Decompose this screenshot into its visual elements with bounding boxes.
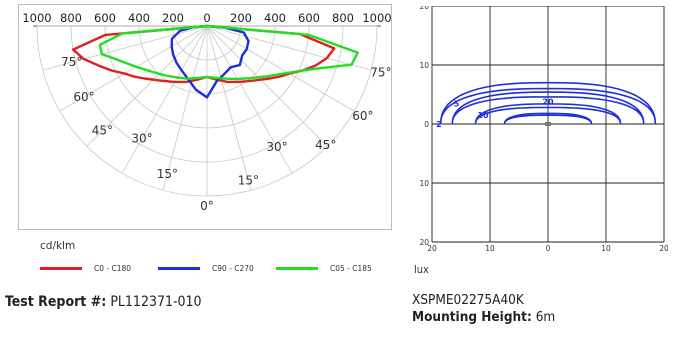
- isolux-level-label: 2: [436, 120, 442, 129]
- isolux-y-tick: 0: [424, 120, 429, 129]
- polar-grid: [33, 25, 381, 197]
- isolux-level-label: 5: [454, 99, 460, 108]
- legend-label: C05 - C185: [330, 264, 372, 273]
- legend-item-c90-c270: C90 - C270: [158, 264, 254, 273]
- product-code: XSPME02275A40K: [412, 292, 524, 308]
- test-report: Test Report #: PL112371-010: [5, 294, 202, 310]
- isolux-contour: [503, 112, 593, 125]
- polar-angle-label: 45°: [92, 124, 113, 138]
- legend-item-c05-c185: C05 - C185: [276, 264, 372, 273]
- polar-angle-label: 30°: [266, 140, 287, 154]
- polar-angle-label: 15°: [157, 167, 178, 181]
- mounting-height-value: 6m: [535, 309, 556, 325]
- polar-grid-spoke: [121, 25, 208, 174]
- polar-intensity-tick: 400: [128, 11, 150, 25]
- polar-intensity-tick: 800: [332, 11, 354, 25]
- isolux-contour: [439, 81, 657, 125]
- isolux-contours: [439, 81, 657, 126]
- isolux-y-tick: 20: [419, 6, 429, 11]
- isolux-level-label: 10: [477, 111, 489, 120]
- isolux-y-tick: 10: [419, 61, 429, 70]
- test-report-value: PL112371-010: [110, 294, 202, 310]
- polar-intensity-tick: 400: [264, 11, 286, 25]
- product-info: XSPME02275A40K Mounting Height: 6m: [412, 292, 555, 326]
- legend-label: C0 - C180: [94, 264, 132, 273]
- isolux-contour: [474, 103, 622, 125]
- isolux-x-tick: 10: [485, 244, 495, 253]
- polar-intensity-tick: 1000: [362, 11, 391, 25]
- polar-grid-spoke: [42, 25, 208, 71]
- isolux-x-tick: 20: [659, 244, 668, 253]
- polar-intensity-tick: 1000: [22, 11, 51, 25]
- polar-intensity-tick: 600: [298, 11, 320, 25]
- isolux-level-label: 20: [542, 98, 554, 107]
- polar-angle-label: 45°: [315, 138, 336, 152]
- polar-intensity-tick: 800: [60, 11, 82, 25]
- polar-intensity-tick: 200: [230, 11, 252, 25]
- polar-intensity-chart: 1000 800 600 400 200 0 200 400 600 800 1000 75° 60° 4…: [18, 4, 392, 230]
- polar-grid-spoke: [59, 25, 208, 112]
- legend-swatch-red: [40, 267, 82, 270]
- polar-intensity-tick: 200: [162, 11, 184, 25]
- polar-angle-label: 60°: [73, 90, 94, 104]
- polar-grid-spoke: [86, 25, 208, 147]
- polar-grid-spoke: [162, 25, 208, 191]
- polar-grid-spoke: [206, 25, 293, 174]
- isolux-unit-label: lux: [414, 263, 429, 276]
- polar-angle-label: 75°: [61, 55, 82, 69]
- polar-intensity-tick: 0: [203, 11, 210, 25]
- polar-intensity-tick: 600: [94, 11, 116, 25]
- polar-curves: [71, 24, 359, 99]
- isolux-x-tick: 10: [601, 244, 611, 253]
- polar-angle-label: 60°: [352, 109, 373, 123]
- test-report-label: Test Report #:: [5, 294, 107, 310]
- polar-curve: [170, 24, 250, 99]
- legend-item-c0-c180: C0 - C180: [40, 264, 131, 273]
- isolux-contour: [451, 91, 645, 125]
- legend-swatch-blue: [158, 267, 200, 270]
- isolux-x-tick: 0: [546, 244, 551, 253]
- legend-label: C90 - C270: [212, 264, 254, 273]
- polar-grid-spoke: [206, 25, 328, 147]
- isolux-y-tick: 20: [419, 238, 429, 247]
- polar-grid-spoke: [206, 25, 355, 112]
- legend-swatch-green: [276, 267, 318, 270]
- luminaire-marker: [545, 122, 551, 126]
- mounting-height: Mounting Height: 6m: [412, 309, 555, 326]
- polar-curve: [98, 24, 359, 81]
- isolux-x-tick: 20: [427, 244, 437, 253]
- polar-labels: 1000 800 600 400 200 0 200 400 600 800 1000 75° 60° 4…: [22, 11, 391, 213]
- polar-angle-label: 30°: [131, 132, 152, 146]
- legend-unit-label: cd/klm: [40, 240, 76, 252]
- mounting-height-label: Mounting Height:: [412, 309, 532, 325]
- polar-angle-label: 0°: [200, 199, 214, 213]
- polar-grid-spoke: [206, 25, 252, 191]
- polar-grid-spoke: [206, 25, 372, 71]
- polar-angle-label: 15°: [238, 174, 259, 188]
- isolux-y-tick: 10: [419, 179, 429, 188]
- polar-angle-label: 75°: [370, 66, 391, 80]
